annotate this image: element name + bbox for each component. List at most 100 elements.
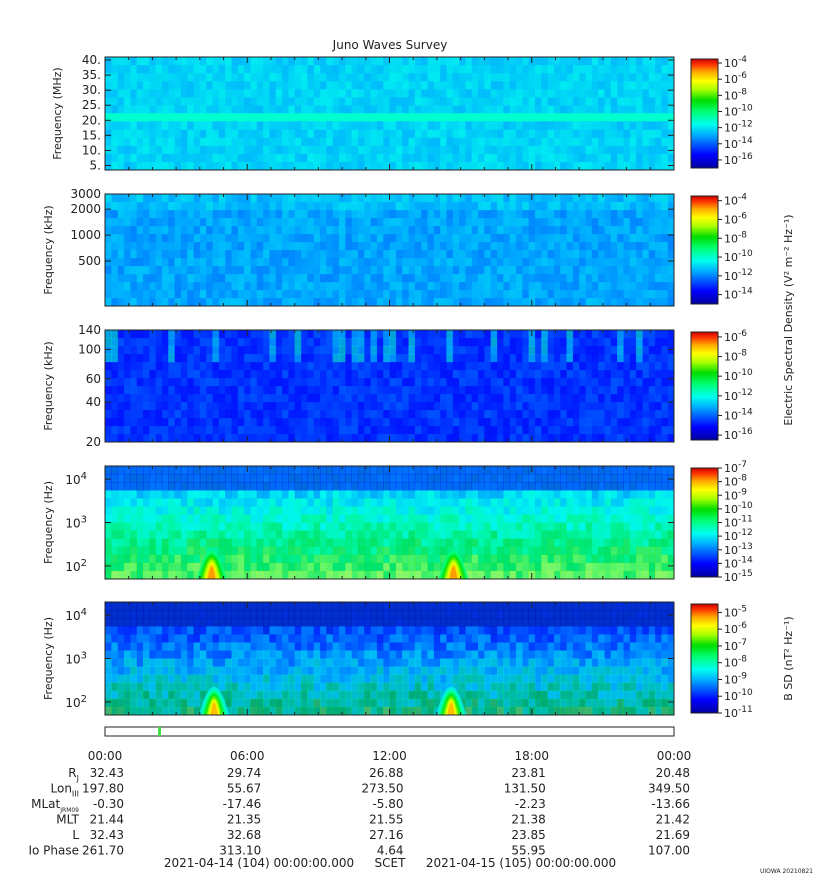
spectrogram-cell [161, 554, 169, 564]
spectrogram-cell [402, 402, 409, 411]
spectrogram-cell [187, 121, 194, 131]
spectrogram-cell [168, 234, 175, 243]
spectrogram-cell [478, 482, 485, 491]
spectrogram-cell [300, 65, 308, 74]
spectrogram-cell [282, 234, 289, 243]
spectrogram-cell [452, 498, 460, 507]
spectrogram-cell [440, 498, 447, 507]
spectrogram-cell [598, 137, 605, 147]
spectrogram-cell [667, 426, 675, 435]
spectrogram-cell [591, 210, 599, 219]
spectrogram-cell [553, 386, 561, 395]
spectrogram-cell [376, 402, 384, 411]
spectrogram-cell [300, 562, 308, 572]
spectrogram-cell [471, 514, 479, 523]
spectrogram-cell [199, 410, 207, 419]
spectrogram-cell [598, 378, 605, 387]
spectrogram-cell [155, 394, 163, 403]
spectrogram-cell [528, 250, 536, 259]
spectrogram-cell [503, 474, 511, 483]
spectrogram-cell [288, 418, 296, 427]
spectrogram-cell [364, 362, 371, 371]
spectrogram-cell [604, 330, 612, 339]
spectrogram-cell [598, 210, 605, 219]
spectrogram-cell [598, 418, 605, 427]
spectrogram-cell [433, 258, 441, 267]
spectrogram-cell [515, 474, 523, 483]
spectrogram-cell [307, 482, 315, 491]
spectrogram-cell [642, 274, 650, 283]
spectrogram-cell [636, 250, 643, 259]
spectrogram-cell [332, 434, 340, 443]
spectrogram-cell [547, 402, 555, 411]
spectrogram-cell [547, 202, 555, 211]
spectrogram-cell [149, 538, 156, 548]
colorbar-tick-label-exp: -8 [738, 349, 747, 359]
spectrogram-cell [300, 466, 308, 475]
spectrogram-cell [332, 258, 340, 267]
spectrogram-cell [187, 498, 194, 507]
spectrogram-cell [187, 482, 194, 491]
spectrogram-cell [307, 498, 315, 507]
spectrogram-cell [275, 498, 283, 507]
spectrogram-cell [383, 57, 390, 66]
spectrogram-cell [503, 330, 511, 339]
spectrogram-cell [161, 562, 169, 572]
spectrogram-cell [515, 242, 523, 251]
spectrogram-cell [648, 282, 656, 291]
spectrogram-cell [225, 538, 232, 548]
spectrogram-cell [351, 137, 359, 147]
y-tick-label: 15. [82, 128, 101, 142]
spectrogram-cell [338, 81, 346, 90]
spectrogram-cell [484, 546, 492, 556]
spectrogram-cell [345, 194, 352, 203]
spectrogram-cell [452, 89, 460, 98]
spectrogram-cell [446, 298, 454, 307]
spectrogram-cell [199, 65, 207, 74]
spectrogram-cell [421, 258, 428, 267]
spectrogram-cell [351, 490, 359, 499]
spectrogram-cell [604, 274, 612, 283]
spectrogram-cell [357, 562, 365, 572]
spectrogram-cell [383, 554, 390, 564]
spectrogram-cell [212, 498, 220, 507]
spectrogram-cell [275, 234, 283, 243]
spectrogram-cell [142, 57, 150, 66]
spectrogram-cell [199, 362, 207, 371]
spectrogram-cell [105, 210, 112, 219]
spectrogram-cell [275, 242, 283, 251]
spectrogram-cell [187, 210, 194, 219]
spectrogram-cell [300, 402, 308, 411]
spectrogram-cell [269, 145, 277, 155]
spectrogram-cell [319, 57, 327, 66]
spectrogram-cell [534, 57, 542, 66]
spectrogram-cell [263, 194, 270, 203]
spectrogram-cell [541, 194, 548, 203]
spectrogram-cell [560, 73, 567, 82]
spectrogram-cell [338, 466, 346, 475]
spectrogram-cell [338, 105, 346, 114]
spectrogram-cell [351, 161, 359, 171]
spectrogram-cell [225, 161, 232, 171]
spectrogram-cell [294, 145, 302, 155]
spectrogram-cell [579, 242, 586, 251]
spectrogram-cell [345, 282, 352, 291]
spectrogram-cell [503, 538, 511, 548]
spectrogram-cell [319, 562, 327, 572]
spectrogram-cell [395, 482, 403, 491]
spectrogram-cell [275, 346, 283, 355]
spectrogram-cell [661, 266, 669, 275]
spectrogram-cell [389, 89, 397, 98]
spectrogram-cell [117, 554, 125, 564]
spectrogram-cell [522, 338, 529, 347]
spectrogram-cell [572, 330, 580, 339]
spectrogram-cell [168, 274, 175, 283]
spectrogram-cell [123, 330, 131, 339]
spectrogram-cell [579, 89, 586, 98]
spectrogram-cell [433, 418, 441, 427]
spectrogram-cell [389, 73, 397, 82]
spectrogram-cell [547, 386, 555, 395]
spectrogram-cell [446, 290, 454, 299]
spectrogram-cell [534, 266, 542, 275]
spectrogram-cell [623, 434, 631, 443]
